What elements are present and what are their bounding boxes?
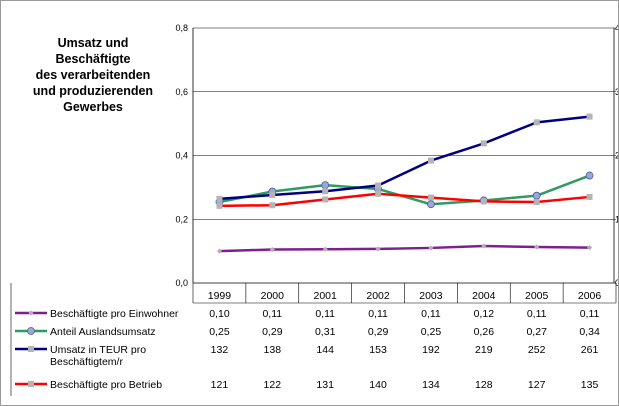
category-label: 2002 bbox=[366, 290, 390, 302]
table-cell-value: 121 bbox=[211, 379, 229, 391]
point-marker bbox=[375, 182, 382, 189]
point-marker bbox=[216, 248, 223, 254]
series-lines bbox=[219, 115, 591, 253]
point-marker bbox=[321, 181, 330, 190]
point-marker bbox=[322, 246, 328, 252]
table-cell-value: 0,25 bbox=[421, 326, 442, 338]
data-table: 1999 2000 2001 2002 2003 2004 2005 2006 Beschäft… bbox=[10, 283, 617, 396]
category-label: 2001 bbox=[314, 290, 338, 302]
category-label: 2005 bbox=[525, 290, 549, 302]
table-cell-value: 0,11 bbox=[527, 308, 547, 320]
table-cell-value: 0,11 bbox=[580, 308, 600, 320]
point-marker bbox=[375, 246, 381, 252]
table-cell-value: 0,11 bbox=[262, 308, 282, 320]
table-cell-value: 132 bbox=[211, 344, 229, 356]
table-cell-value: 144 bbox=[316, 344, 334, 356]
y-tick-label-right: 1 bbox=[615, 214, 618, 224]
point-marker bbox=[586, 193, 593, 200]
point-marker bbox=[322, 188, 329, 195]
table-cell-value: 0,25 bbox=[209, 326, 230, 338]
series-line bbox=[219, 192, 590, 208]
point-marker bbox=[533, 119, 540, 126]
category-label: 2000 bbox=[261, 290, 285, 302]
legend-label: Anteil Auslandsumsatz bbox=[50, 326, 156, 338]
legend-key-marker bbox=[28, 310, 34, 316]
point-marker bbox=[216, 202, 223, 209]
point-marker bbox=[586, 113, 593, 120]
table-cell-value: 153 bbox=[369, 344, 387, 356]
y-tick-label-left: 0,4 bbox=[175, 151, 188, 161]
point-marker bbox=[322, 196, 329, 203]
point-marker bbox=[585, 171, 594, 180]
point-marker bbox=[427, 200, 435, 209]
y-tick-label-left: 0,8 bbox=[175, 23, 188, 33]
table-cell-value: 0,34 bbox=[579, 326, 600, 338]
y-tick-label-right: 2 bbox=[615, 151, 618, 161]
y-axis-right: 0 1 2 3 4 bbox=[613, 23, 618, 288]
category-label: 2003 bbox=[419, 290, 443, 302]
legend-key-marker bbox=[27, 327, 35, 335]
table-cell-value: 192 bbox=[422, 344, 440, 356]
point-marker bbox=[375, 190, 382, 197]
point-marker bbox=[534, 244, 540, 250]
y-tick-label-left: 0,0 bbox=[175, 278, 188, 288]
point-marker bbox=[269, 192, 276, 199]
series-markers bbox=[215, 113, 594, 254]
legend-label: Umsatz in TEUR pro bbox=[50, 344, 146, 356]
category-label: 1999 bbox=[208, 290, 232, 302]
y-tick-label-right: 4 bbox=[615, 23, 618, 33]
point-marker bbox=[428, 245, 434, 251]
table-cell-value: 0,29 bbox=[368, 326, 389, 338]
table-cell-value: 0,29 bbox=[262, 326, 283, 338]
category-label: 2006 bbox=[578, 290, 602, 302]
chart-title: Umsatz und Beschäftigte des verarbeitend… bbox=[32, 36, 154, 114]
point-marker bbox=[480, 198, 487, 205]
point-marker bbox=[586, 245, 593, 251]
table-cell-value: 0,11 bbox=[368, 308, 388, 320]
point-marker bbox=[269, 246, 275, 253]
table-cell-value: 0,27 bbox=[526, 326, 547, 338]
point-marker bbox=[269, 202, 276, 209]
table-cell-value: 0,11 bbox=[421, 308, 441, 320]
category-label: 2004 bbox=[472, 290, 496, 302]
table-cell-value: 0,26 bbox=[474, 326, 495, 338]
y-tick-label-left: 0,6 bbox=[175, 87, 188, 97]
table-cell-value: 0,31 bbox=[315, 326, 336, 338]
point-marker bbox=[480, 140, 487, 147]
table-cell-value: 131 bbox=[316, 379, 334, 391]
table-cell-value: 0,12 bbox=[474, 308, 495, 320]
table-cell-value: 252 bbox=[528, 344, 546, 356]
legend-label: Beschäftigte pro Einwohner bbox=[50, 308, 179, 320]
table-cell-value: 219 bbox=[475, 344, 493, 356]
series-line bbox=[219, 115, 590, 201]
y-axis-left: 0,0 0,2 0,4 0,6 0,8 bbox=[175, 23, 194, 288]
table-cell-value: 135 bbox=[581, 379, 599, 391]
point-marker bbox=[216, 195, 223, 202]
legend-label: Beschäftigte pro Betrieb bbox=[50, 379, 162, 391]
y-tick-label-right: 3 bbox=[615, 87, 618, 97]
table-cell-value: 127 bbox=[528, 379, 546, 391]
grid-lines bbox=[193, 27, 616, 220]
table-cell-value: 0,10 bbox=[209, 308, 230, 320]
point-marker bbox=[533, 199, 540, 206]
legend-key-marker bbox=[28, 381, 34, 387]
table-cell-value: 134 bbox=[422, 379, 440, 391]
table-cell-value: 261 bbox=[581, 344, 599, 356]
series-line bbox=[219, 244, 590, 253]
table-cell-value: 140 bbox=[369, 379, 387, 391]
y-tick-label-left: 0,2 bbox=[175, 214, 188, 224]
table-cell-value: 0,11 bbox=[315, 308, 335, 320]
y-tick-label-right: 0 bbox=[615, 278, 618, 288]
table-cell-value: 122 bbox=[264, 379, 282, 391]
point-marker bbox=[427, 194, 434, 201]
legend-key-marker bbox=[28, 346, 34, 352]
table-cell-value: 138 bbox=[264, 344, 282, 356]
point-marker bbox=[427, 157, 434, 164]
point-marker bbox=[532, 191, 541, 200]
point-marker bbox=[481, 243, 487, 249]
legend-label: Beschäftigtem/r bbox=[50, 356, 123, 368]
table-cell-value: 128 bbox=[475, 379, 493, 391]
